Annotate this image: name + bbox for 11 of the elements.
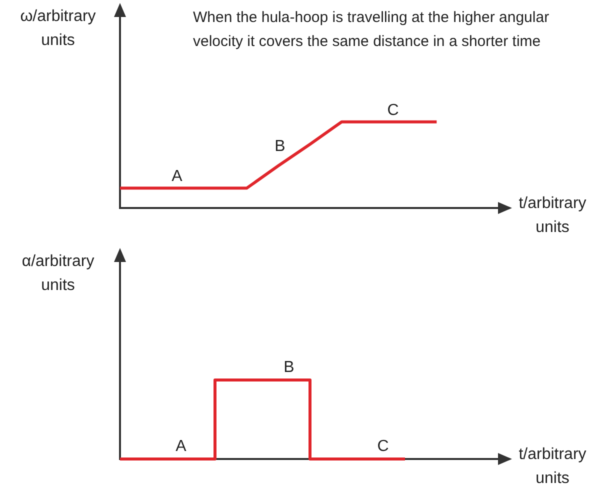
x-axis-title: t/arbitrary units bbox=[518, 445, 588, 489]
annotation: A bbox=[170, 167, 184, 187]
annotation: A bbox=[174, 437, 188, 457]
text: C bbox=[386, 101, 400, 121]
annotation: C bbox=[376, 437, 390, 457]
text: When the hula-hoop is travelling at the higher angular velocity it covers the same distance in a shorter time bbox=[193, 8, 550, 52]
text: B bbox=[282, 358, 296, 378]
x-axis-title: t/arbitrary units bbox=[518, 194, 588, 238]
annotation: B bbox=[274, 137, 286, 157]
y-axis-title: ω/arbitrary units bbox=[19, 7, 97, 51]
y-axis-title: α/arbitrary units bbox=[20, 252, 96, 296]
